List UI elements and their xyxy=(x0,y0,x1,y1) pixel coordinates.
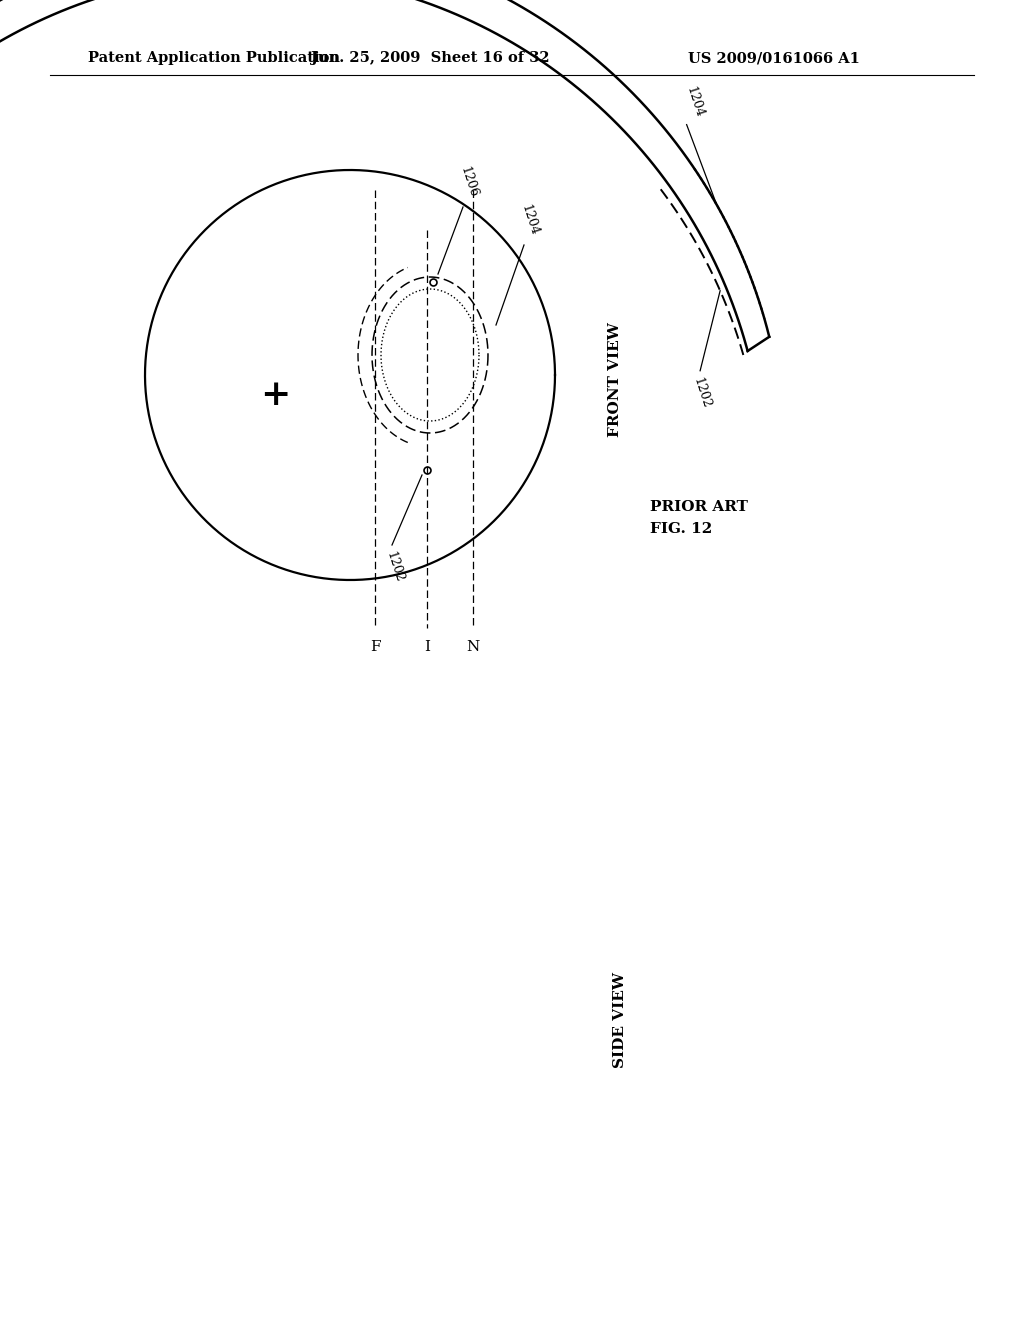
Text: I: I xyxy=(424,640,430,653)
Text: Jun. 25, 2009  Sheet 16 of 32: Jun. 25, 2009 Sheet 16 of 32 xyxy=(310,51,549,65)
Text: 1202: 1202 xyxy=(690,376,713,411)
Text: SIDE VIEW: SIDE VIEW xyxy=(613,972,627,1068)
Text: +: + xyxy=(260,378,290,412)
Text: N: N xyxy=(466,640,479,653)
Text: 1204: 1204 xyxy=(684,86,706,120)
Text: Patent Application Publication: Patent Application Publication xyxy=(88,51,340,65)
Text: US 2009/0161066 A1: US 2009/0161066 A1 xyxy=(688,51,860,65)
Text: 1204: 1204 xyxy=(519,203,542,238)
Text: F: F xyxy=(370,640,380,653)
Text: FRONT VIEW: FRONT VIEW xyxy=(608,322,622,437)
Text: 1206: 1206 xyxy=(458,165,480,199)
Text: FIG. 12: FIG. 12 xyxy=(650,521,713,536)
Text: PRIOR ART: PRIOR ART xyxy=(650,500,748,513)
Text: 1202: 1202 xyxy=(384,550,407,585)
